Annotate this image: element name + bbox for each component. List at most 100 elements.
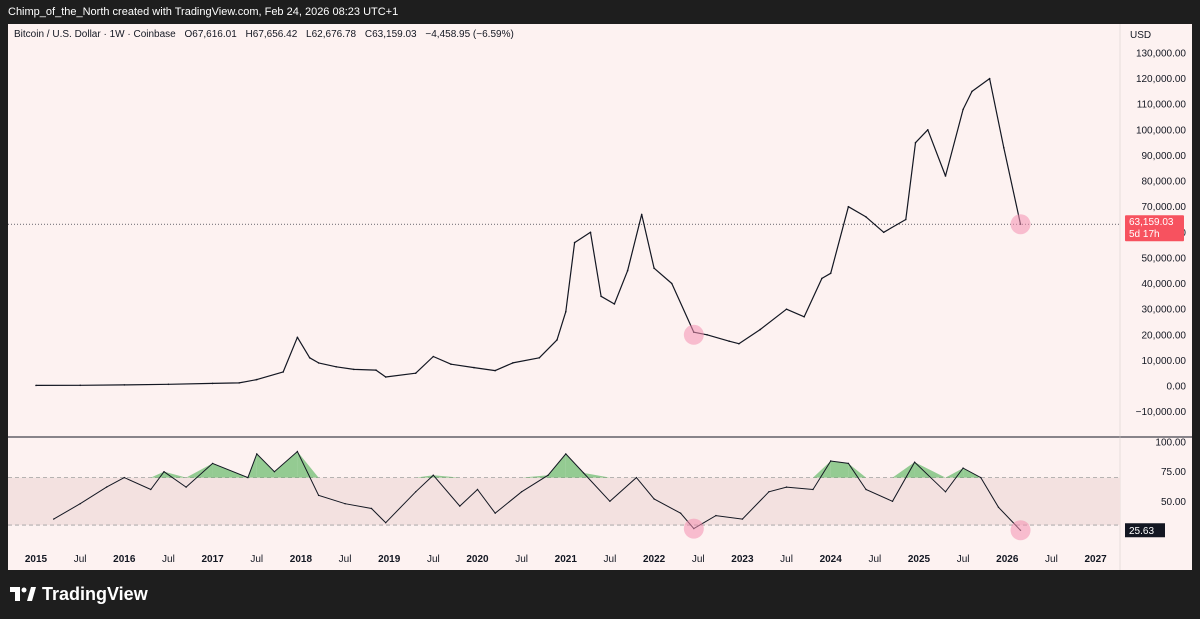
rsi-latest-marker: [1010, 520, 1031, 541]
rsi-tick-label: 100.00: [1155, 438, 1186, 449]
price-point: [914, 141, 917, 144]
rsi-overbought-fill: [433, 475, 460, 478]
rsi-last-badge: [1125, 523, 1165, 538]
rsi-overbought-fill: [583, 472, 610, 478]
price-point: [256, 378, 258, 381]
rsi-point: [476, 488, 479, 491]
time-tick-label: Jul: [515, 554, 528, 565]
rsi-point: [609, 500, 611, 502]
price-point: [556, 339, 558, 341]
price-tick-label: 0.00: [1167, 382, 1187, 393]
rsi-overbought-fill: [297, 451, 319, 478]
rsi-point: [715, 514, 717, 517]
rsi-point: [891, 500, 894, 502]
price-point: [882, 231, 885, 234]
rsi-point: [741, 518, 744, 520]
price-latest-marker: [1010, 214, 1031, 235]
price-tick-label: 70,000.00: [1142, 202, 1187, 213]
price-tick-label: 20,000.00: [1142, 330, 1187, 341]
price-point: [829, 272, 832, 275]
price-low-2022-marker: [683, 324, 704, 345]
price-point: [738, 342, 740, 345]
rsi-point: [582, 472, 585, 474]
rsi-overbought-fill: [848, 463, 867, 478]
rsi-point: [385, 522, 387, 524]
time-tick-label: Jul: [692, 554, 705, 565]
price-point: [626, 269, 629, 272]
time-tick-label: Jul: [868, 554, 881, 565]
price-point: [308, 357, 311, 359]
price-tick-label: 30,000.00: [1142, 305, 1187, 316]
price-point: [296, 336, 299, 339]
rsi-point: [256, 453, 258, 455]
rsi-overbought-fill: [521, 475, 549, 478]
price-point: [494, 369, 497, 372]
price-point: [962, 108, 964, 111]
price-point: [785, 308, 788, 311]
price-point: [282, 371, 285, 373]
time-tick-label: 2020: [466, 554, 489, 565]
price-point: [944, 175, 947, 177]
rsi-point: [317, 494, 320, 497]
legend-low: L62,676.78: [306, 29, 357, 40]
price-point: [671, 282, 673, 285]
price-tick-label: 110,000.00: [1137, 100, 1187, 111]
price-series-line: [35, 78, 1022, 386]
rsi-point: [865, 488, 867, 491]
rsi-point: [185, 486, 187, 488]
rsi-point: [653, 498, 655, 500]
price-point: [414, 372, 417, 375]
price-point: [211, 382, 214, 385]
time-tick-label: 2024: [820, 554, 843, 565]
last-price-countdown: 5d 17h: [1129, 229, 1160, 240]
price-point: [512, 362, 514, 364]
rsi-point: [296, 450, 299, 453]
legend-open: O67,616.01: [184, 29, 237, 40]
rsi-low-2022-marker: [683, 518, 704, 539]
price-point: [589, 231, 592, 234]
rsi-overbought-fill: [892, 462, 915, 478]
price-point: [79, 384, 81, 387]
rsi-point: [913, 461, 916, 463]
price-point: [450, 363, 452, 366]
rsi-point: [944, 491, 947, 493]
price-point: [384, 376, 387, 378]
price-point: [803, 316, 805, 318]
chart-canvas[interactable]: USD 130,000.00 120,000.00 110,000.00 100,000…: [8, 24, 1192, 570]
price-tick-label: −10,000.00: [1136, 407, 1187, 418]
chart-panel[interactable]: USD 130,000.00 120,000.00 110,000.00 100,000…: [8, 24, 1192, 570]
time-tick-label: Jul: [250, 554, 263, 565]
price-point: [335, 366, 338, 368]
tradingview-logo-icon: [10, 586, 36, 601]
rsi-overbought-fill: [415, 475, 434, 478]
rsi-tick-label: 75.00: [1161, 467, 1186, 478]
rsi-point: [273, 471, 276, 473]
price-tick-label: 80,000.00: [1142, 177, 1187, 188]
tradingview-logo[interactable]: TradingView: [10, 584, 148, 605]
time-tick-label: 2015: [25, 554, 48, 565]
rsi-overbought-fill: [813, 460, 831, 478]
price-point: [640, 213, 643, 216]
rsi-point: [847, 462, 850, 465]
price-point: [565, 310, 567, 313]
time-tick-label: Jul: [604, 554, 617, 565]
rsi-point: [962, 467, 964, 469]
time-tick-label: 2026: [996, 554, 1019, 565]
rsi-point: [247, 476, 249, 479]
attribution-bar: Chimp_of_the_North created with TradingV…: [0, 0, 1200, 24]
rsi-point: [123, 476, 126, 479]
price-point: [538, 357, 541, 359]
price-point: [123, 384, 126, 386]
rsi-overbought-fill: [914, 462, 946, 478]
time-tick-label: 2019: [378, 554, 401, 565]
price-tick-label: 10,000.00: [1142, 356, 1187, 367]
price-point: [847, 205, 850, 208]
price-point: [865, 216, 867, 218]
price-tick-label: 90,000.00: [1142, 151, 1187, 162]
price-point: [600, 295, 602, 298]
price-tick-label: 100,000.00: [1136, 125, 1186, 136]
rsi-point: [494, 512, 496, 514]
time-tick-label: 2027: [1084, 554, 1107, 565]
branding-bar: TradingView: [0, 570, 1200, 619]
rsi-point: [520, 491, 523, 493]
